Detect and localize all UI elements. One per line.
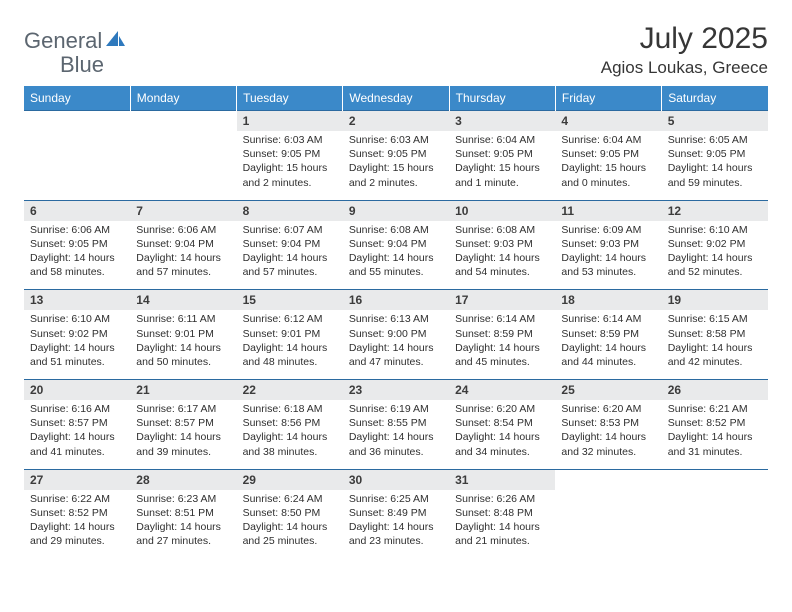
date-detail-cell: Sunrise: 6:20 AMSunset: 8:54 PMDaylight:… bbox=[449, 400, 555, 469]
month-title: July 2025 bbox=[601, 22, 768, 56]
date-detail-row: Sunrise: 6:06 AMSunset: 9:05 PMDaylight:… bbox=[24, 221, 768, 290]
day-header-row: Sunday Monday Tuesday Wednesday Thursday… bbox=[24, 86, 768, 111]
date-detail-cell: Sunrise: 6:05 AMSunset: 9:05 PMDaylight:… bbox=[662, 131, 768, 200]
date-number-cell: 16 bbox=[343, 290, 449, 311]
date-number-row: 12345 bbox=[24, 111, 768, 132]
date-detail-cell: Sunrise: 6:13 AMSunset: 9:00 PMDaylight:… bbox=[343, 310, 449, 379]
day-header: Wednesday bbox=[343, 86, 449, 111]
date-detail-cell: Sunrise: 6:07 AMSunset: 9:04 PMDaylight:… bbox=[237, 221, 343, 290]
date-detail-cell: Sunrise: 6:16 AMSunset: 8:57 PMDaylight:… bbox=[24, 400, 130, 469]
day-header: Tuesday bbox=[237, 86, 343, 111]
date-number-cell: 30 bbox=[343, 469, 449, 490]
date-number-row: 13141516171819 bbox=[24, 290, 768, 311]
date-detail-cell: Sunrise: 6:24 AMSunset: 8:50 PMDaylight:… bbox=[237, 490, 343, 559]
date-number-cell: 1 bbox=[237, 111, 343, 132]
date-detail-cell: Sunrise: 6:09 AMSunset: 9:03 PMDaylight:… bbox=[555, 221, 661, 290]
date-detail-cell: Sunrise: 6:17 AMSunset: 8:57 PMDaylight:… bbox=[130, 400, 236, 469]
date-detail-cell: Sunrise: 6:15 AMSunset: 8:58 PMDaylight:… bbox=[662, 310, 768, 379]
date-number-cell: 28 bbox=[130, 469, 236, 490]
date-number-cell: 14 bbox=[130, 290, 236, 311]
date-number-cell: 11 bbox=[555, 200, 661, 221]
date-detail-cell: Sunrise: 6:14 AMSunset: 8:59 PMDaylight:… bbox=[555, 310, 661, 379]
date-detail-cell: Sunrise: 6:19 AMSunset: 8:55 PMDaylight:… bbox=[343, 400, 449, 469]
calendar-table: Sunday Monday Tuesday Wednesday Thursday… bbox=[24, 86, 768, 558]
date-number-cell: 17 bbox=[449, 290, 555, 311]
date-number-cell: 26 bbox=[662, 380, 768, 401]
day-header: Sunday bbox=[24, 86, 130, 111]
logo-text-right: Blue bbox=[60, 52, 104, 77]
date-detail-cell: Sunrise: 6:08 AMSunset: 9:04 PMDaylight:… bbox=[343, 221, 449, 290]
date-detail-cell bbox=[130, 131, 236, 200]
date-detail-cell: Sunrise: 6:23 AMSunset: 8:51 PMDaylight:… bbox=[130, 490, 236, 559]
date-detail-row: Sunrise: 6:10 AMSunset: 9:02 PMDaylight:… bbox=[24, 310, 768, 379]
logo-text-left: General bbox=[24, 28, 102, 54]
date-detail-cell: Sunrise: 6:06 AMSunset: 9:05 PMDaylight:… bbox=[24, 221, 130, 290]
date-number-cell: 23 bbox=[343, 380, 449, 401]
date-number-cell: 25 bbox=[555, 380, 661, 401]
date-number-row: 6789101112 bbox=[24, 200, 768, 221]
date-number-cell bbox=[555, 469, 661, 490]
day-header: Saturday bbox=[662, 86, 768, 111]
date-detail-cell: Sunrise: 6:18 AMSunset: 8:56 PMDaylight:… bbox=[237, 400, 343, 469]
date-number-row: 2728293031 bbox=[24, 469, 768, 490]
date-detail-cell: Sunrise: 6:20 AMSunset: 8:53 PMDaylight:… bbox=[555, 400, 661, 469]
date-detail-cell: Sunrise: 6:08 AMSunset: 9:03 PMDaylight:… bbox=[449, 221, 555, 290]
date-number-cell: 18 bbox=[555, 290, 661, 311]
date-detail-cell: Sunrise: 6:14 AMSunset: 8:59 PMDaylight:… bbox=[449, 310, 555, 379]
day-header: Friday bbox=[555, 86, 661, 111]
date-detail-cell: Sunrise: 6:11 AMSunset: 9:01 PMDaylight:… bbox=[130, 310, 236, 379]
date-detail-cell: Sunrise: 6:04 AMSunset: 9:05 PMDaylight:… bbox=[449, 131, 555, 200]
date-detail-cell: Sunrise: 6:03 AMSunset: 9:05 PMDaylight:… bbox=[343, 131, 449, 200]
day-header: Thursday bbox=[449, 86, 555, 111]
date-detail-row: Sunrise: 6:03 AMSunset: 9:05 PMDaylight:… bbox=[24, 131, 768, 200]
logo: General bbox=[24, 28, 128, 54]
date-number-cell: 21 bbox=[130, 380, 236, 401]
date-detail-cell: Sunrise: 6:21 AMSunset: 8:52 PMDaylight:… bbox=[662, 400, 768, 469]
date-number-cell: 5 bbox=[662, 111, 768, 132]
date-detail-cell: Sunrise: 6:03 AMSunset: 9:05 PMDaylight:… bbox=[237, 131, 343, 200]
date-detail-cell bbox=[662, 490, 768, 559]
calendar-body: 12345 Sunrise: 6:03 AMSunset: 9:05 PMDay… bbox=[24, 111, 768, 559]
date-number-cell: 2 bbox=[343, 111, 449, 132]
date-number-cell: 20 bbox=[24, 380, 130, 401]
date-number-cell bbox=[662, 469, 768, 490]
date-number-cell bbox=[24, 111, 130, 132]
date-number-cell: 13 bbox=[24, 290, 130, 311]
date-detail-row: Sunrise: 6:16 AMSunset: 8:57 PMDaylight:… bbox=[24, 400, 768, 469]
date-number-cell: 4 bbox=[555, 111, 661, 132]
date-detail-cell bbox=[555, 490, 661, 559]
date-detail-cell: Sunrise: 6:04 AMSunset: 9:05 PMDaylight:… bbox=[555, 131, 661, 200]
date-detail-row: Sunrise: 6:22 AMSunset: 8:52 PMDaylight:… bbox=[24, 490, 768, 559]
date-number-cell: 29 bbox=[237, 469, 343, 490]
date-detail-cell: Sunrise: 6:10 AMSunset: 9:02 PMDaylight:… bbox=[662, 221, 768, 290]
date-number-cell: 3 bbox=[449, 111, 555, 132]
date-number-cell: 19 bbox=[662, 290, 768, 311]
date-number-cell: 9 bbox=[343, 200, 449, 221]
date-number-cell: 15 bbox=[237, 290, 343, 311]
date-number-cell: 7 bbox=[130, 200, 236, 221]
date-number-cell: 12 bbox=[662, 200, 768, 221]
date-number-cell: 22 bbox=[237, 380, 343, 401]
date-number-cell: 8 bbox=[237, 200, 343, 221]
day-header: Monday bbox=[130, 86, 236, 111]
date-detail-cell: Sunrise: 6:12 AMSunset: 9:01 PMDaylight:… bbox=[237, 310, 343, 379]
date-detail-cell bbox=[24, 131, 130, 200]
date-number-cell: 27 bbox=[24, 469, 130, 490]
date-detail-cell: Sunrise: 6:25 AMSunset: 8:49 PMDaylight:… bbox=[343, 490, 449, 559]
date-number-cell bbox=[130, 111, 236, 132]
date-detail-cell: Sunrise: 6:26 AMSunset: 8:48 PMDaylight:… bbox=[449, 490, 555, 559]
date-detail-cell: Sunrise: 6:06 AMSunset: 9:04 PMDaylight:… bbox=[130, 221, 236, 290]
date-number-cell: 31 bbox=[449, 469, 555, 490]
date-detail-cell: Sunrise: 6:22 AMSunset: 8:52 PMDaylight:… bbox=[24, 490, 130, 559]
date-number-cell: 6 bbox=[24, 200, 130, 221]
calendar-page: General July 2025 Agios Loukas, Greece B… bbox=[0, 0, 792, 558]
logo-sail-icon bbox=[104, 29, 126, 54]
date-detail-cell: Sunrise: 6:10 AMSunset: 9:02 PMDaylight:… bbox=[24, 310, 130, 379]
date-number-cell: 24 bbox=[449, 380, 555, 401]
date-number-row: 20212223242526 bbox=[24, 380, 768, 401]
date-number-cell: 10 bbox=[449, 200, 555, 221]
